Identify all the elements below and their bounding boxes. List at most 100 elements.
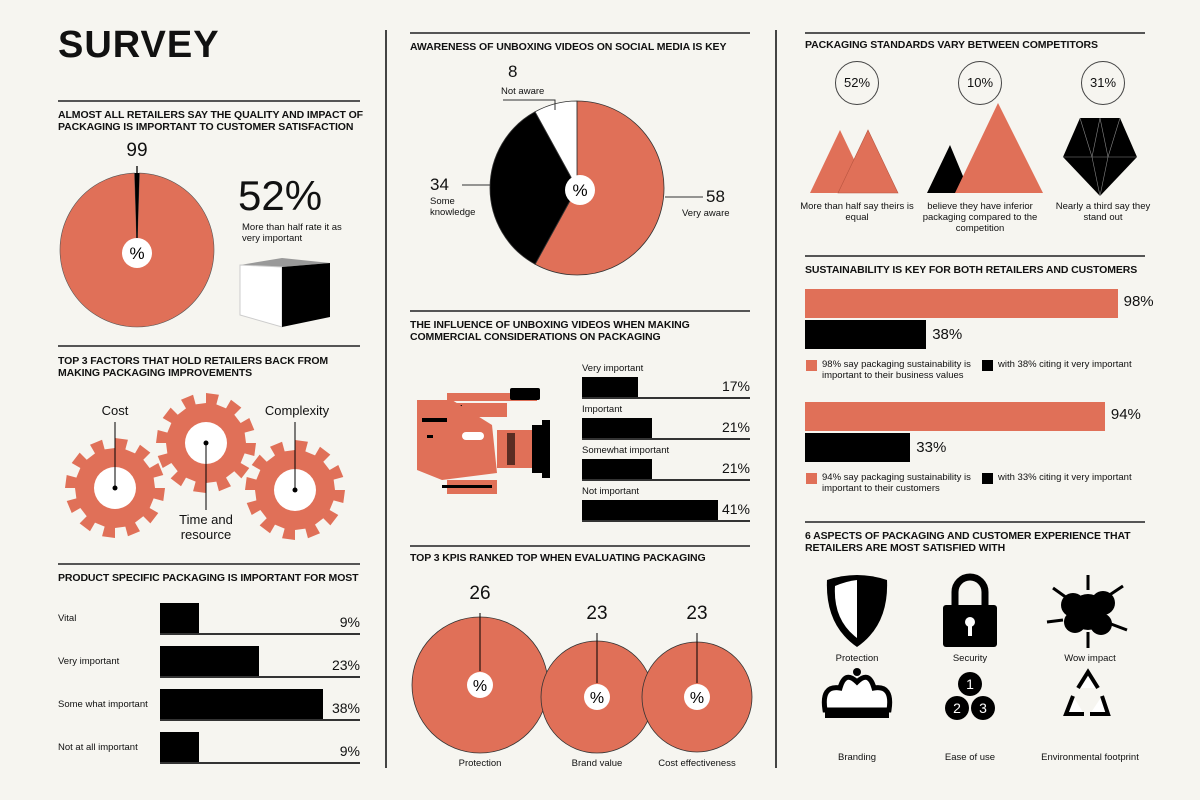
aspect-label: Environmental footprint [1041, 752, 1139, 763]
kpi-label: Brand value [571, 758, 623, 769]
slice-value: 58 [706, 187, 725, 206]
pie-center-label: % [572, 181, 587, 200]
section-heading: TOP 3 KPIS RANKED TOP WHEN EVALUATING PA… [410, 552, 706, 564]
bubble-center-label: % [690, 690, 704, 707]
sub-bar [805, 433, 911, 462]
awareness-pie-chart: % [462, 99, 703, 276]
aspect-label: Wow impact [1064, 653, 1116, 664]
explosion-icon [1046, 575, 1128, 648]
caption: Nearly a third say they stand out [1055, 201, 1151, 223]
legend-swatch [806, 473, 817, 484]
crown-icon [821, 668, 893, 718]
bar [582, 377, 639, 397]
kpi-label: Protection [458, 758, 502, 769]
kpi-value: 23 [686, 603, 708, 624]
svg-text:1: 1 [966, 676, 974, 692]
bar [160, 646, 259, 676]
pie-center-label: % [129, 244, 144, 263]
gear-icons [65, 393, 345, 540]
slice-label: Some knowledge [430, 196, 476, 218]
svg-text:2: 2 [953, 700, 961, 716]
pie-slice [534, 100, 665, 276]
svg-text:3: 3 [979, 700, 987, 716]
section-heading: ALMOST ALL RETAILERS SAY THE QUALITY AND… [58, 109, 363, 133]
caption: More than half say theirs is equal [800, 201, 914, 223]
legend-label: with 33% citing it very important [998, 472, 1132, 483]
bar-label: Very important [582, 363, 644, 374]
aspect-label: Security [952, 653, 988, 664]
bar-value: 21% [721, 460, 750, 476]
bar [160, 732, 199, 762]
divider [385, 30, 387, 768]
sub-bar [805, 320, 927, 349]
section-heading: PACKAGING STANDARDS VARY BETWEEN COMPETI… [805, 39, 1098, 51]
legend-label: with 38% citing it very important [998, 359, 1132, 370]
baseline [582, 438, 750, 440]
section-heading: AWARENESS OF UNBOXING VIDEOS ON SOCIAL M… [410, 41, 727, 53]
section-heading: TOP 3 FACTORS THAT HOLD RETAILERS BACK F… [58, 355, 329, 379]
legend-label: 94% say packaging sustainability is impo… [822, 472, 971, 494]
bar-value: 33% [916, 439, 947, 456]
section-heading: 6 ASPECTS OF PACKAGING AND CUSTOMER EXPE… [805, 530, 1131, 554]
section-heading: THE INFLUENCE OF UNBOXING VIDEOS WHEN MA… [410, 319, 690, 343]
legend-swatch [982, 473, 993, 484]
video-camera-icon [417, 388, 550, 494]
bar-label: Vital [58, 613, 77, 624]
kpi-label: Cost effectiveness [658, 758, 736, 769]
baseline [582, 520, 750, 522]
bar [582, 500, 719, 520]
bar-value: 94% [1110, 406, 1141, 423]
divider [775, 30, 777, 768]
baseline [160, 676, 360, 678]
open-box-icon [239, 258, 330, 328]
caption: believe they have inferior packaging com… [922, 201, 1038, 234]
slice-label: Not aware [501, 86, 545, 97]
baseline [160, 719, 360, 721]
shield-icon [826, 575, 888, 647]
bar-label: Very important [58, 656, 120, 667]
factor-label: Cost [101, 403, 129, 418]
percent-badge: 52% [835, 61, 879, 105]
percent-badge: 10% [958, 61, 1002, 105]
unequal-mountains-icon [927, 103, 1043, 193]
bar [160, 603, 199, 633]
baseline [582, 479, 750, 481]
bar-label: Not at all important [58, 742, 138, 753]
numbered-circles-icon: 12 3 [945, 672, 995, 720]
bar [582, 459, 652, 479]
bar-value: 38% [331, 700, 360, 716]
main-bar [805, 289, 1118, 318]
bar-value: 9% [339, 743, 360, 759]
section-heading: SUSTAINABILITY IS KEY FOR BOTH RETAILERS… [805, 264, 1138, 276]
bar-value: 21% [721, 419, 750, 435]
slice-value: 34 [430, 175, 449, 194]
slice-value: 8 [508, 62, 518, 81]
bar-label: Important [582, 404, 623, 415]
legend-swatch [806, 360, 817, 371]
aspect-label: Branding [837, 752, 877, 763]
pie-slice [489, 111, 578, 265]
competitor-icons [810, 103, 1137, 197]
bar-value: 38% [932, 326, 963, 343]
slice-label: Very aware [682, 208, 730, 219]
diamond-icon [1063, 117, 1137, 197]
bar [582, 418, 652, 438]
baseline [582, 397, 750, 399]
section-heading: PRODUCT SPECIFIC PACKAGING IS IMPORTANT … [58, 572, 359, 584]
pie-value: 99 [126, 140, 148, 161]
recycle-icon [1063, 668, 1111, 716]
kpi-value: 23 [586, 603, 608, 624]
equal-mountains-icon [810, 129, 899, 194]
main-bar [805, 402, 1105, 431]
aspect-label: Protection [835, 653, 879, 664]
bar [160, 689, 324, 719]
bar-value: 23% [331, 657, 360, 673]
factor-label: Time and resource [179, 512, 233, 542]
bar-label: Somewhat important [582, 445, 670, 456]
bubble-center-label: % [473, 678, 487, 695]
bar-label: Not important [582, 486, 640, 497]
stat-caption: More than half rate it as very important [242, 222, 342, 244]
padlock-icon [943, 573, 997, 647]
kpi-bubbles: %%% [411, 613, 753, 754]
bar-value: 41% [721, 501, 750, 517]
